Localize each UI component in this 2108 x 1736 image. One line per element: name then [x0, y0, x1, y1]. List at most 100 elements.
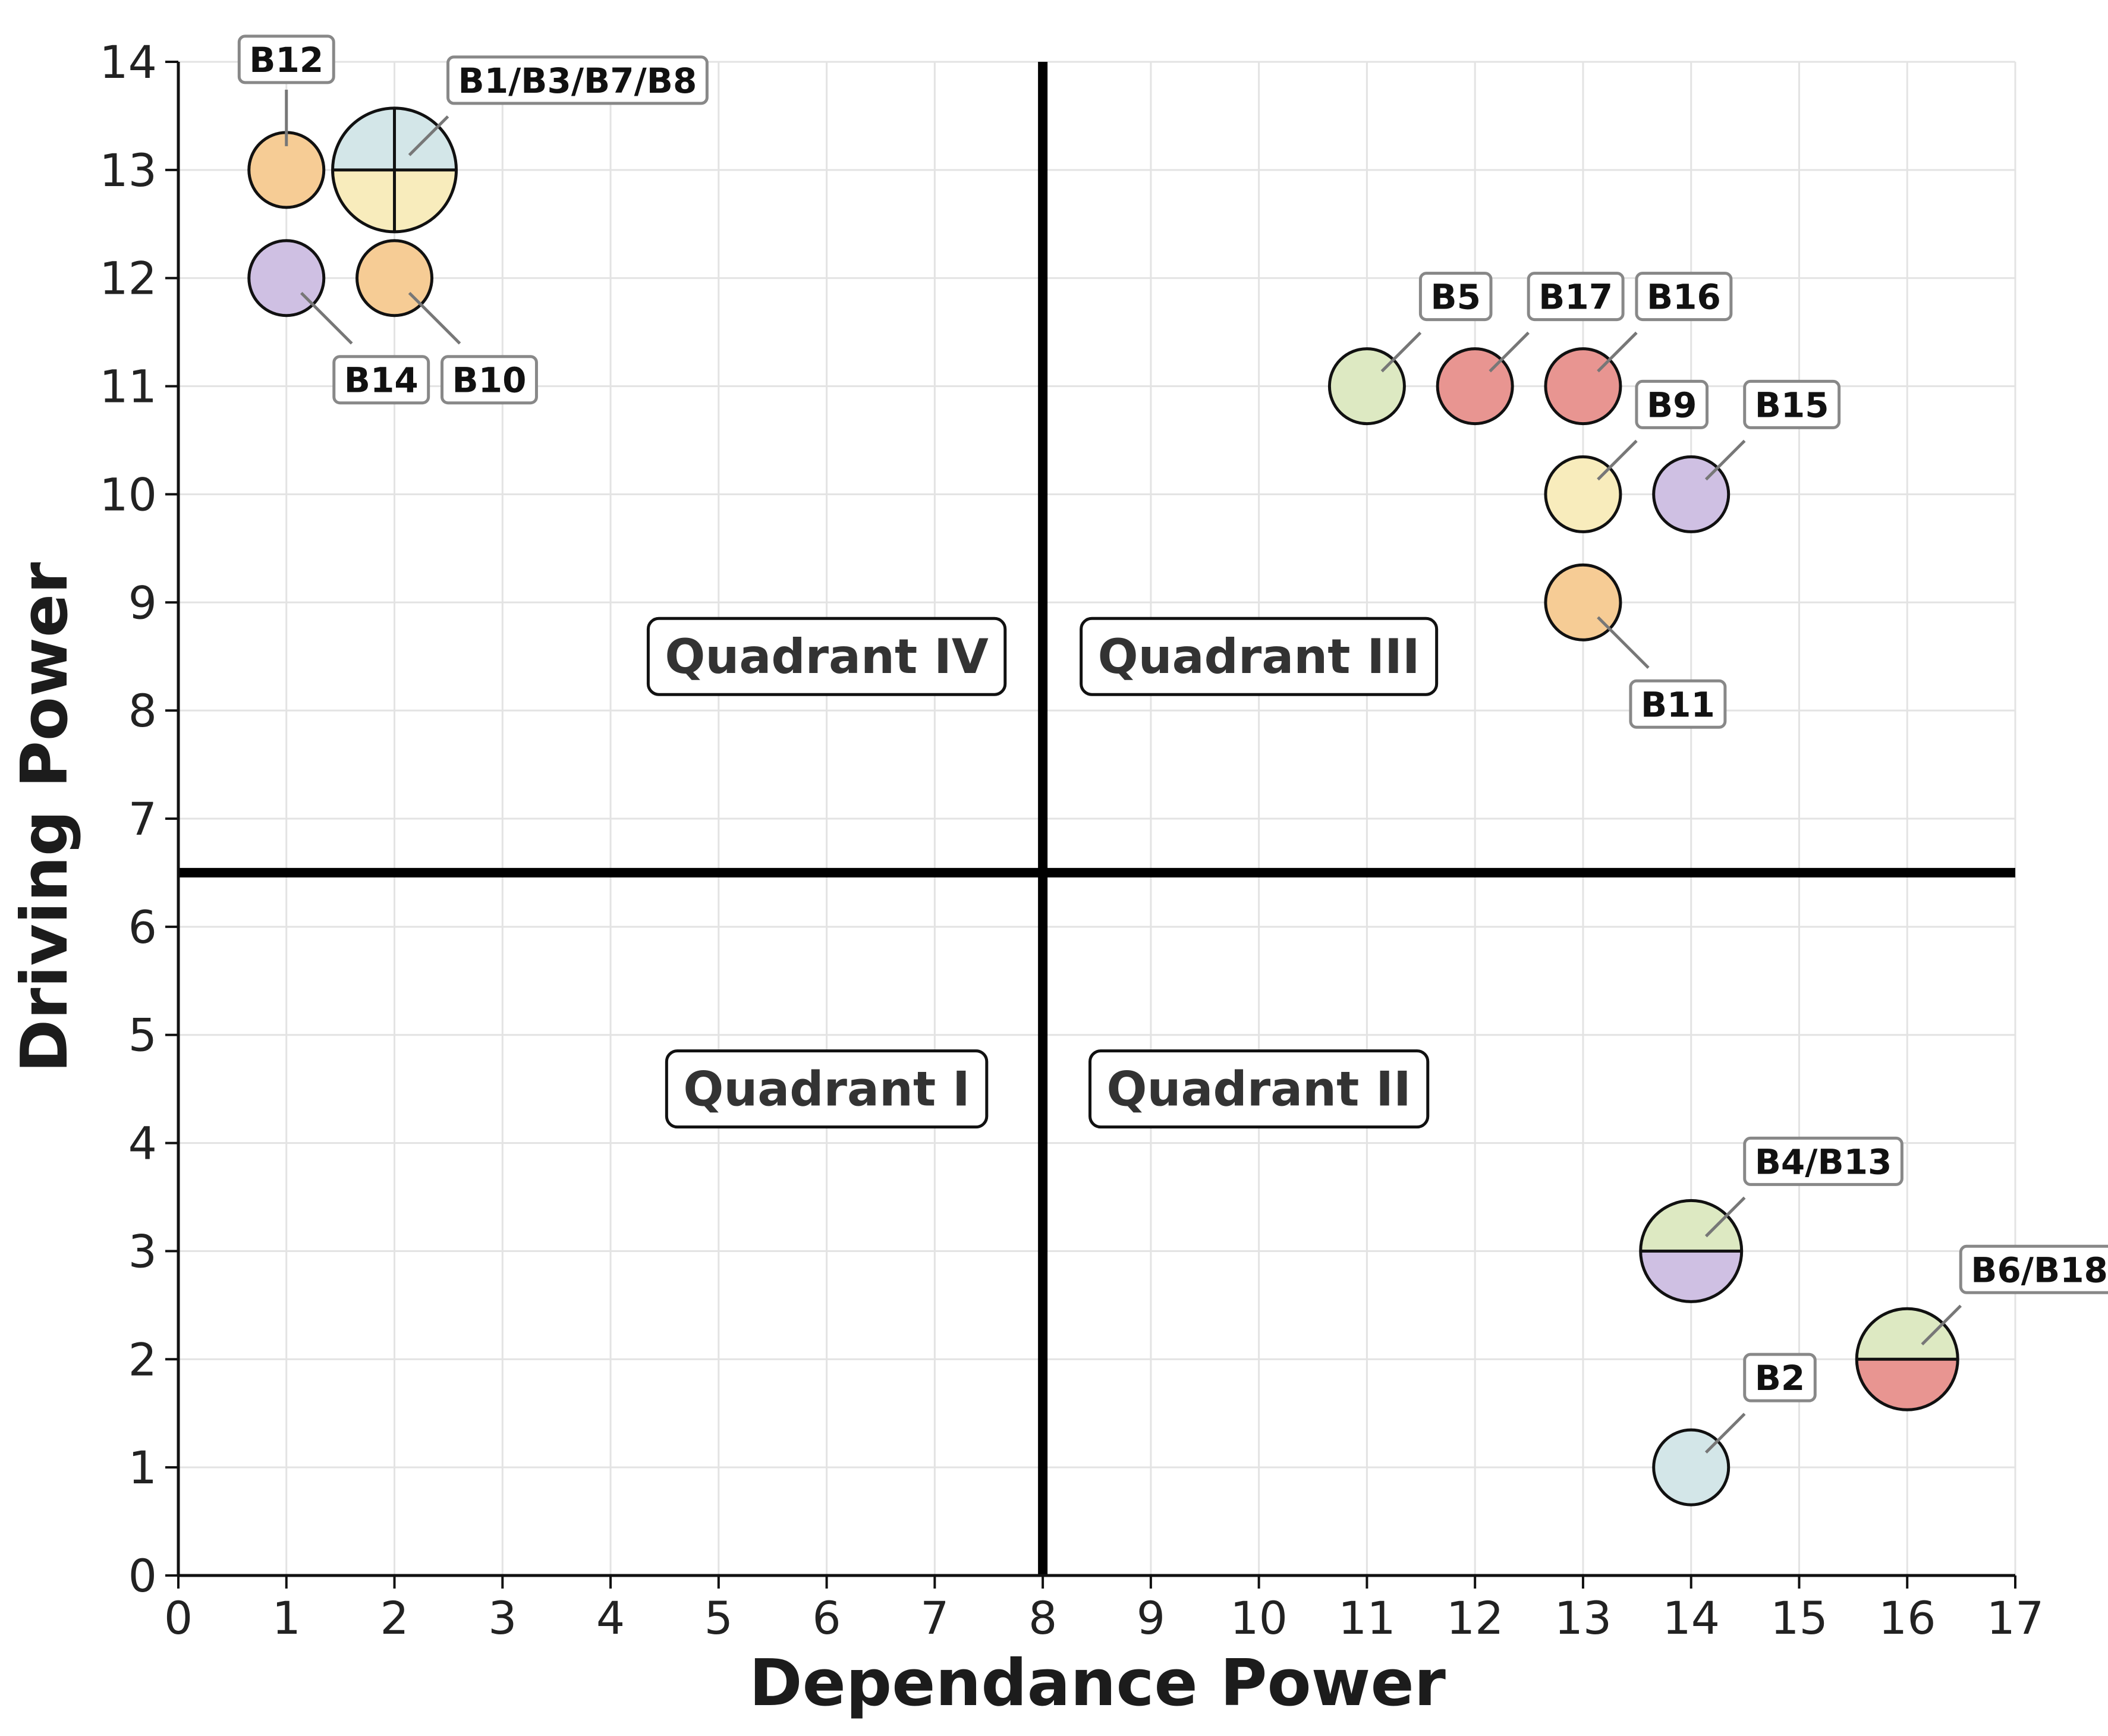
x-tick-label: 2 [380, 1592, 408, 1644]
label-box [441, 355, 538, 405]
point-outline [331, 106, 458, 234]
x-tick-label: 5 [704, 1592, 733, 1644]
label-text: B14 [344, 360, 419, 401]
label-text: B9 [1647, 385, 1697, 425]
y-tick-label: 6 [128, 901, 157, 954]
label-box [1743, 1136, 1904, 1186]
point-label: B9 [1597, 379, 1709, 481]
y-tick-label: 2 [128, 1333, 157, 1386]
label-box [1527, 272, 1625, 322]
quadrant-label-1: Quadrant I [665, 1049, 989, 1129]
label-text: B16 [1647, 277, 1721, 317]
label-box [1635, 379, 1709, 429]
x-tick-label: 0 [164, 1592, 193, 1644]
quadrant-label-text: Quadrant II [1107, 1062, 1411, 1117]
label-box [1743, 379, 1841, 429]
x-tick-label: 1 [272, 1592, 301, 1644]
point-bottom-half [1857, 1359, 1958, 1410]
label-box [237, 34, 335, 84]
label-leader-line [1704, 439, 1746, 481]
point-top-half [1857, 1309, 1958, 1360]
label-leader-line [1704, 1196, 1746, 1238]
y-tick-label: 3 [128, 1225, 157, 1278]
point-label: B16 [1597, 272, 1733, 373]
x-tick-label: 8 [1028, 1592, 1057, 1644]
x-tick-label: 13 [1555, 1592, 1612, 1644]
label-text: B5 [1430, 277, 1481, 317]
x-tick-label: 15 [1770, 1592, 1828, 1644]
point-quarter [332, 108, 395, 170]
quadrant-labels: Quadrant I Quadrant II Quadrant III Quadran… [646, 617, 1439, 1129]
label-text: B17 [1538, 277, 1613, 317]
quadrant-label-3: Quadrant III [1080, 617, 1439, 696]
x-tick-label: 16 [1879, 1592, 1936, 1644]
quadrant-label-2: Quadrant II [1088, 1049, 1430, 1129]
label-box [1959, 1244, 2108, 1294]
y-tick-label: 10 [99, 468, 157, 521]
data-point [1639, 1199, 1744, 1303]
label-text: B2 [1755, 1358, 1805, 1398]
x-tick-label: 12 [1446, 1592, 1504, 1644]
point-labels: B12 B1/B3/B7/B8 B14 B10 B5 B17 B16 B9 B15 B11 B4/B… [237, 34, 2108, 1454]
quadrant-label-box [665, 1049, 989, 1129]
x-tick-label: 7 [920, 1592, 949, 1644]
label-leader-line [408, 115, 449, 156]
x-tick-label: 6 [812, 1592, 841, 1644]
label-box [1418, 272, 1493, 322]
label-text: B10 [452, 360, 527, 401]
label-box [332, 355, 430, 405]
point-label: B15 [1704, 379, 1841, 481]
x-tick-label: 11 [1338, 1592, 1396, 1644]
label-text: B1/B3/B7/B8 [458, 61, 697, 101]
point-quarter [394, 169, 457, 232]
label-box [1629, 679, 1727, 729]
point-outline [1855, 1307, 1959, 1411]
y-tick-label: 9 [128, 576, 157, 629]
x-tick-label: 9 [1137, 1592, 1165, 1644]
y-tick-label: 14 [99, 36, 157, 89]
y-tick-label: 7 [128, 792, 157, 845]
point-label: B4/B13 [1704, 1136, 1904, 1238]
label-box [1743, 1353, 1817, 1402]
quadrant-label-box [1088, 1049, 1430, 1129]
point-bottom-half [1640, 1251, 1742, 1302]
quadrant-label-text: Quadrant IV [665, 629, 988, 684]
label-leader-line [1704, 1413, 1746, 1454]
point-label: B6/B18 [1921, 1244, 2108, 1346]
y-tick-label: 8 [128, 684, 157, 737]
point-label: B10 [408, 291, 538, 405]
label-leader-line [1380, 331, 1422, 373]
label-leader-line [408, 291, 461, 345]
y-tick-label: 13 [99, 144, 157, 197]
label-text: B12 [249, 40, 323, 80]
label-text: B6/B18 [1971, 1250, 2108, 1290]
point-label: B11 [1597, 616, 1727, 729]
x-tick-label: 4 [596, 1592, 625, 1644]
quadrant-label-4: Quadrant IV [646, 617, 1007, 696]
label-text: B15 [1755, 385, 1829, 425]
x-tick-label: 14 [1662, 1592, 1720, 1644]
label-box [446, 55, 709, 105]
label-box [1635, 272, 1733, 322]
point-label: B17 [1489, 272, 1625, 373]
point-quarter [332, 169, 395, 232]
point-label: B12 [237, 34, 335, 146]
point-label: B1/B3/B7/B8 [408, 55, 709, 156]
y-tick-label: 1 [128, 1441, 157, 1494]
label-text: B11 [1641, 684, 1715, 725]
y-tick-label: 4 [128, 1117, 157, 1170]
x-tick-label: 3 [488, 1592, 517, 1644]
y-tick-label: 11 [99, 360, 157, 413]
y-tick-label: 0 [128, 1549, 157, 1602]
point-label: B2 [1704, 1353, 1817, 1454]
y-tick-label: 5 [128, 1009, 157, 1062]
label-text: B4/B13 [1755, 1141, 1892, 1182]
quadrant-label-box [646, 617, 1007, 696]
x-axis-title: Dependance Power [749, 1646, 1446, 1721]
point-outline [1639, 1199, 1744, 1303]
x-tick-label: 17 [1987, 1592, 2044, 1644]
quadrant-dividers [178, 62, 2015, 1575]
grid-lines [177, 61, 2016, 1577]
label-leader-line [1597, 331, 1638, 373]
